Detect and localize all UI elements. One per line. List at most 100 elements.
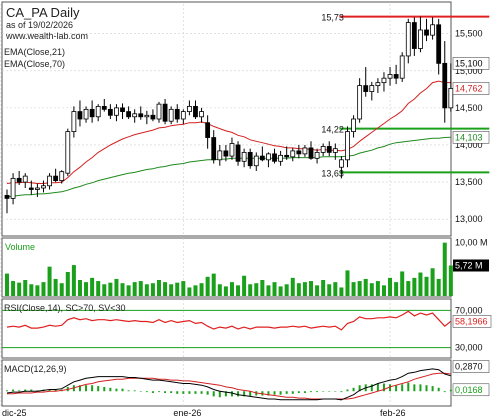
candle-body bbox=[278, 154, 284, 162]
candle-body bbox=[326, 146, 332, 153]
candle-body bbox=[430, 24, 436, 36]
volume-bar bbox=[126, 285, 131, 296]
volume-bar bbox=[278, 286, 283, 296]
volume-bar bbox=[339, 287, 344, 296]
macd-line bbox=[6, 368, 451, 401]
macd-hist-bar bbox=[352, 387, 355, 392]
watermark: www.wealth-lab.com bbox=[5, 31, 88, 41]
volume-bar bbox=[369, 283, 374, 296]
candle-body bbox=[393, 74, 399, 79]
candle-body bbox=[314, 151, 320, 159]
candle-body bbox=[442, 62, 448, 109]
volume-bar bbox=[363, 278, 368, 296]
volume-bar bbox=[388, 277, 393, 296]
candle-body bbox=[405, 22, 411, 57]
volume-bar bbox=[327, 284, 332, 296]
volume-bar bbox=[351, 282, 356, 296]
candle-body bbox=[418, 29, 423, 49]
rsi-tick-label: 70,000 bbox=[455, 305, 483, 315]
volume-bar bbox=[394, 282, 399, 296]
rsi-tick-label: 58,1966 bbox=[455, 316, 488, 326]
macd-hist-bar bbox=[24, 389, 27, 392]
price-tick-label: 14,500 bbox=[455, 103, 483, 113]
volume-bar bbox=[96, 281, 101, 296]
macd-hist-bar bbox=[431, 386, 434, 392]
macd-hist-bar bbox=[218, 391, 221, 398]
ema70-label: EMA(Close,70) bbox=[4, 59, 65, 69]
macd-hist-bar bbox=[437, 387, 440, 392]
macd-series bbox=[6, 368, 452, 401]
candle-body bbox=[4, 195, 10, 199]
macd-hist-bar bbox=[127, 390, 130, 392]
volume-bar bbox=[23, 280, 28, 296]
ema21-value-tag: 15,100 bbox=[455, 58, 483, 68]
macd-hist-bar bbox=[115, 388, 118, 392]
macd-hist-bar bbox=[334, 391, 337, 392]
volume-bar bbox=[412, 277, 417, 296]
candle-body bbox=[53, 175, 59, 181]
candle-body bbox=[71, 111, 77, 133]
candle-body bbox=[150, 114, 156, 120]
macd-hist-bar bbox=[30, 389, 33, 392]
macd-hist-bar bbox=[382, 383, 385, 392]
volume-bar bbox=[375, 281, 380, 296]
candle-body bbox=[424, 29, 429, 36]
level-label: 15,73 bbox=[321, 13, 344, 23]
candle-body bbox=[199, 111, 204, 118]
price-panel bbox=[1, 1, 452, 237]
level-label: 14,22 bbox=[321, 125, 344, 135]
candle-body bbox=[120, 107, 125, 112]
macd-hist-bar bbox=[48, 389, 51, 392]
volume-bar bbox=[211, 273, 216, 296]
candle-body bbox=[363, 85, 369, 92]
candle-body bbox=[114, 107, 119, 116]
volume-bar bbox=[236, 285, 241, 296]
macd-hist-bar bbox=[170, 391, 173, 393]
candle-body bbox=[266, 153, 271, 161]
macd-hist-bar bbox=[285, 391, 288, 394]
volume-bar bbox=[418, 272, 423, 296]
volume-bar bbox=[272, 282, 277, 296]
macd-hist-bar bbox=[206, 391, 209, 395]
candle-body bbox=[174, 108, 180, 120]
volume-bar bbox=[436, 278, 441, 296]
macd-hist-bar bbox=[212, 391, 215, 397]
candle-body bbox=[138, 113, 144, 118]
chart-title: CA_PA Daily bbox=[6, 5, 80, 20]
macd-hist-bar bbox=[413, 384, 416, 392]
price-tick-label: 13,000 bbox=[455, 214, 483, 224]
level-label: 13,63 bbox=[321, 168, 344, 178]
candle-body bbox=[448, 88, 454, 109]
macd-hist-bar bbox=[91, 385, 94, 392]
macd-hist-bar bbox=[145, 391, 148, 393]
candle-body bbox=[35, 187, 40, 190]
volume-bar bbox=[90, 277, 95, 296]
macd-hist-bar bbox=[109, 387, 112, 392]
candle-body bbox=[259, 155, 265, 161]
candle-body bbox=[16, 177, 22, 183]
macd-hist-bar bbox=[303, 391, 306, 393]
volume-bar bbox=[157, 280, 161, 296]
macd-hist-bar bbox=[85, 385, 88, 392]
volume-bar bbox=[345, 270, 350, 296]
volume-bar bbox=[35, 285, 40, 296]
volume-bar bbox=[266, 285, 271, 296]
macd-hist-bar bbox=[182, 391, 185, 394]
price-tick-label: 13,500 bbox=[455, 177, 483, 187]
macd-hist-bar bbox=[419, 384, 422, 392]
macd-hist-bar bbox=[133, 390, 136, 392]
volume-bar bbox=[333, 282, 338, 296]
macd-hist-bar bbox=[97, 386, 100, 392]
macd-hist-bar bbox=[103, 386, 106, 392]
candle-body bbox=[332, 148, 338, 153]
macd-hist-bar bbox=[188, 391, 191, 394]
volume-bar bbox=[169, 284, 174, 296]
candle-body bbox=[436, 24, 442, 64]
candle-body bbox=[107, 108, 113, 116]
candle-body bbox=[399, 55, 405, 79]
candle-body bbox=[132, 113, 138, 118]
candle-body bbox=[308, 147, 314, 159]
volume-label: Volume bbox=[5, 242, 35, 252]
candle-body bbox=[235, 144, 241, 162]
candle-body bbox=[211, 137, 217, 161]
